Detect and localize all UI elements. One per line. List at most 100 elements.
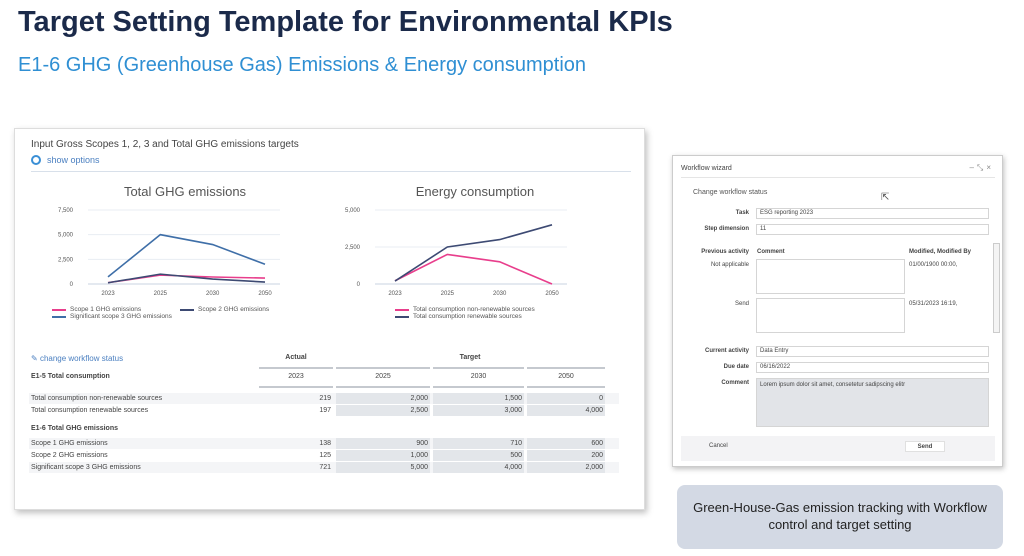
year-header: 2023 bbox=[288, 373, 304, 380]
page-title: Target Setting Template for Environmenta… bbox=[18, 6, 673, 38]
pencil-icon: ✎ bbox=[31, 354, 38, 363]
actual-header: Actual bbox=[285, 354, 307, 361]
previous-activity-header: Previous activity bbox=[701, 249, 749, 255]
change-workflow-status-link[interactable]: ✎ change workflow status bbox=[31, 354, 123, 363]
target-input-cell[interactable]: 600 bbox=[527, 438, 605, 449]
legend-item[interactable]: Significant scope 3 GHG emissions bbox=[52, 313, 172, 320]
due-date-field[interactable]: 06/16/2022 bbox=[756, 362, 989, 373]
comment-column-header: Comment bbox=[757, 249, 785, 255]
column-rule bbox=[433, 367, 524, 369]
table-row bbox=[29, 393, 619, 404]
legend-label: Scope 2 GHG emissions bbox=[198, 306, 270, 313]
target-input-cell[interactable]: 4,000 bbox=[433, 462, 524, 473]
legend-swatch bbox=[395, 315, 409, 318]
due-date-label: Due date bbox=[723, 364, 749, 370]
legend-item[interactable]: Total consumption non-renewable sources bbox=[395, 306, 535, 313]
show-options-label: show options bbox=[47, 155, 100, 165]
comment-label: Comment bbox=[721, 380, 749, 386]
divider bbox=[31, 171, 631, 172]
actual-value-cell: 721 bbox=[319, 464, 331, 471]
kpi-table: ✎ change workflow status Actual Target 2… bbox=[15, 129, 646, 511]
target-input-cell[interactable]: 1,500 bbox=[433, 393, 524, 404]
x-tick-label: 2023 bbox=[388, 291, 402, 297]
x-tick-label: 2025 bbox=[441, 291, 455, 297]
x-tick-label: 2030 bbox=[493, 291, 507, 297]
table-row bbox=[29, 405, 619, 416]
column-rule bbox=[259, 367, 333, 369]
current-activity-field[interactable]: Data Entry bbox=[756, 346, 989, 357]
chart-plot: 0 2,500 5,000 2023 2025 2030 2050 bbox=[345, 208, 567, 297]
history-activity: Send bbox=[734, 301, 749, 307]
x-tick-label: 2025 bbox=[154, 291, 168, 297]
target-input-cell[interactable]: 2,000 bbox=[527, 462, 605, 473]
year-header: 2050 bbox=[558, 373, 574, 380]
column-rule bbox=[527, 386, 605, 388]
step-dimension-field[interactable]: 11 bbox=[756, 224, 989, 235]
legend-swatch bbox=[180, 308, 194, 311]
page-subtitle: E1-6 GHG (Greenhouse Gas) Emissions & En… bbox=[18, 54, 587, 76]
column-rule bbox=[259, 386, 333, 388]
row-label: Significant scope 3 GHG emissions bbox=[31, 464, 141, 471]
history-comment-box bbox=[756, 259, 905, 294]
actual-value-cell: 197 bbox=[319, 407, 331, 414]
x-tick-label: 2050 bbox=[258, 291, 272, 297]
legend-swatch bbox=[52, 315, 66, 318]
legend-swatch bbox=[52, 308, 66, 311]
y-tick-label: 2,500 bbox=[345, 245, 361, 251]
change-workflow-label: change workflow status bbox=[39, 354, 124, 363]
target-input-cell[interactable]: 3,000 bbox=[433, 405, 524, 416]
minimize-icon[interactable]: – bbox=[969, 163, 977, 172]
column-rule bbox=[527, 367, 605, 369]
series-line bbox=[107, 273, 266, 284]
modified-column-header: Modified, Modified By bbox=[909, 249, 971, 255]
x-tick-label: 2050 bbox=[545, 291, 559, 297]
target-input-cell[interactable]: 4,000 bbox=[527, 405, 605, 416]
target-input-cell[interactable]: 5,000 bbox=[336, 462, 430, 473]
target-input-cell[interactable]: 200 bbox=[527, 450, 605, 461]
comment-textarea[interactable]: Lorem ipsum dolor sit amet, consetetur s… bbox=[756, 378, 989, 427]
workflow-wizard-dialog: Workflow wizard –⤡× Change workflow stat… bbox=[672, 155, 1003, 467]
target-input-cell[interactable]: 500 bbox=[433, 450, 524, 461]
legend-item[interactable]: Scope 2 GHG emissions bbox=[180, 306, 269, 313]
legend-item[interactable]: Total consumption renewable sources bbox=[395, 313, 522, 320]
legend-label: Significant scope 3 GHG emissions bbox=[70, 313, 172, 320]
target-input-cell[interactable]: 0 bbox=[527, 393, 605, 404]
chart-title: Total GHG emissions bbox=[123, 184, 247, 199]
y-tick-label: 5,000 bbox=[345, 208, 361, 214]
history-scrollbar[interactable] bbox=[993, 243, 1000, 333]
chart-title: Energy consumption bbox=[415, 184, 535, 199]
table-row bbox=[29, 450, 619, 461]
actual-value-cell: 219 bbox=[319, 395, 331, 402]
column-rule bbox=[433, 386, 524, 388]
row-label: Scope 1 GHG emissions bbox=[31, 440, 108, 447]
show-options-link[interactable]: show options bbox=[31, 155, 100, 165]
target-input-cell[interactable]: 2,500 bbox=[336, 405, 430, 416]
kpi-panel: Input Gross Scopes 1, 2, 3 and Total GHG… bbox=[14, 128, 645, 510]
row-label: Total consumption non-renewable sources bbox=[31, 395, 163, 402]
expand-icon[interactable]: ⤡ bbox=[976, 163, 987, 172]
caption-box: Green-House-Gas emission tracking with W… bbox=[677, 485, 1003, 549]
target-input-cell[interactable]: 900 bbox=[336, 438, 430, 449]
column-rule bbox=[336, 367, 430, 369]
y-tick-label: 0 bbox=[357, 282, 361, 288]
wizard-title: Workflow wizard bbox=[681, 165, 732, 172]
target-header: Target bbox=[459, 354, 481, 361]
row-label: Scope 2 GHG emissions bbox=[31, 452, 108, 459]
legend-item[interactable]: Scope 1 GHG emissions bbox=[52, 306, 141, 313]
legend-label: Total consumption non-renewable sources bbox=[413, 306, 535, 313]
target-input-cell[interactable]: 710 bbox=[433, 438, 524, 449]
task-field[interactable]: ESG reporting 2023 bbox=[756, 208, 989, 219]
cursor-icon: ⇱ bbox=[881, 192, 890, 203]
step-label: Step dimension bbox=[704, 226, 749, 232]
target-input-cell[interactable]: 2,000 bbox=[336, 393, 430, 404]
cancel-button[interactable]: Cancel bbox=[709, 443, 728, 449]
target-input-cell[interactable]: 1,000 bbox=[336, 450, 430, 461]
series-line bbox=[107, 233, 266, 278]
table-row bbox=[29, 462, 619, 473]
wizard-heading: Change workflow status bbox=[693, 189, 768, 196]
year-header: 2030 bbox=[470, 373, 487, 380]
send-button[interactable]: Send bbox=[905, 441, 945, 452]
close-icon[interactable]: × bbox=[986, 163, 994, 172]
year-header: 2025 bbox=[375, 373, 391, 380]
history-comment-box bbox=[756, 298, 905, 333]
